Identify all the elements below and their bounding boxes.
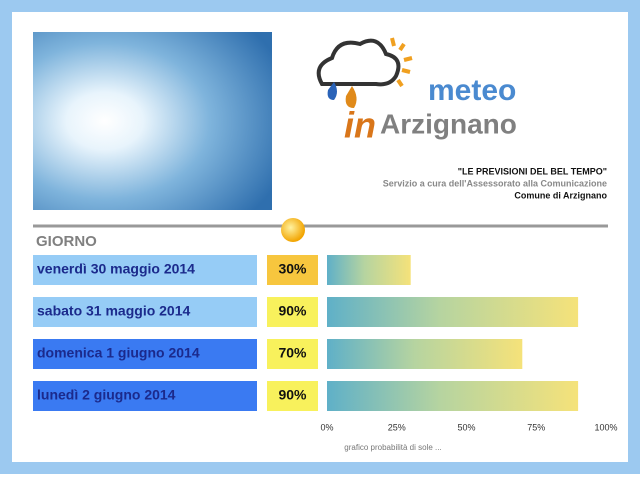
x-axis-label: grafico probabilità di sole ... (344, 443, 441, 452)
x-tick-label: 100% (594, 422, 617, 432)
value-label: 90% (278, 303, 307, 319)
percent-box (267, 255, 318, 285)
percent-box (267, 297, 318, 327)
bar (327, 381, 579, 411)
day-label: lunedì 2 giugno 2014 (37, 387, 176, 403)
x-tick-label: 50% (457, 422, 475, 432)
category-header: GIORNO (36, 233, 97, 250)
day-label: venerdì 30 maggio 2014 (37, 261, 195, 277)
percent-box (267, 381, 318, 411)
bar (327, 339, 523, 369)
value-label: 70% (278, 345, 307, 361)
x-tick-label: 75% (527, 422, 545, 432)
bar (327, 255, 411, 285)
slogan: "LE PREVISIONI DEL BEL TEMPO" (458, 166, 607, 176)
percent-box (267, 339, 318, 369)
x-tick-label: 25% (388, 422, 406, 432)
sun-icon (281, 218, 305, 242)
day-label: domenica 1 giugno 2014 (37, 345, 200, 361)
value-label: 30% (278, 261, 307, 277)
logo-icon (316, 37, 413, 108)
service: Servizio a cura dell'Assessorato alla Co… (383, 178, 607, 188)
day-box (33, 255, 257, 285)
logo-meteo: meteo (428, 74, 516, 107)
logo-town: Arzignano (380, 108, 517, 139)
x-tick-label: 0% (320, 422, 333, 432)
sky-image (33, 32, 272, 210)
value-label: 90% (278, 387, 307, 403)
day-box (33, 297, 257, 327)
day-box (33, 381, 257, 411)
logo-in: in (344, 105, 376, 146)
day-label: sabato 31 maggio 2014 (37, 303, 191, 319)
bar (327, 297, 579, 327)
day-box (33, 339, 257, 369)
town: Comune di Arzignano (514, 190, 607, 200)
